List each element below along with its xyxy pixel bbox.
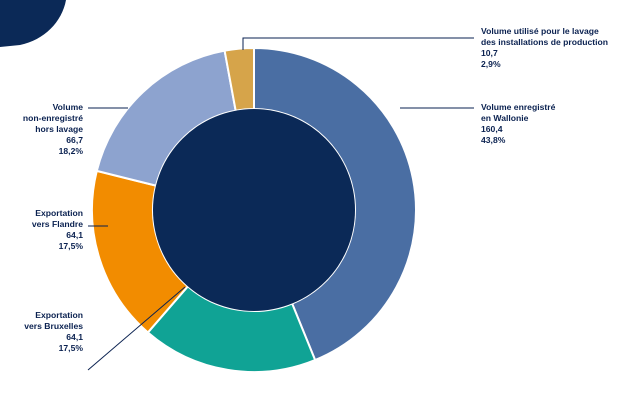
label-flandre: Exportation vers Flandre 64,1 17,5% xyxy=(31,208,83,251)
label-lavage: Volume utilisé pour le lavage des instal… xyxy=(481,26,609,69)
corner-decoration xyxy=(0,0,66,47)
leader-bruxelles xyxy=(87,286,186,371)
leader-lavage xyxy=(242,37,474,50)
label-bruxelles: Exportation vers Bruxelles 64,1 17,5% xyxy=(24,310,83,353)
donut-center xyxy=(153,109,355,311)
label-non-enregistre: Volume non-enregistré hors lavage 66,7 1… xyxy=(22,102,83,156)
label-wallonie: Volume enregistré en Wallonie 160,4 43,8… xyxy=(481,102,556,145)
